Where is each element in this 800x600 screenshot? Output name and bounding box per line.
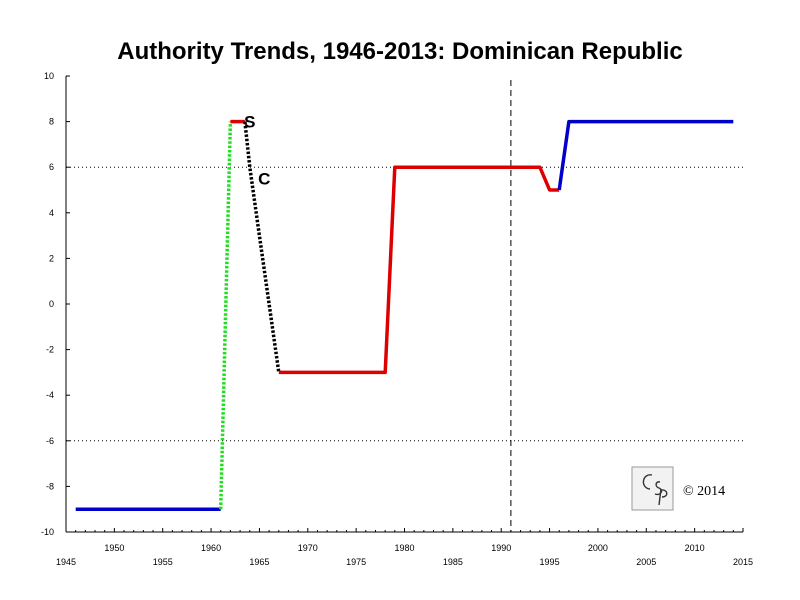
csp-logo-icon	[642, 474, 668, 506]
y-tick-label: 0	[49, 299, 54, 309]
plot-area	[65, 76, 743, 533]
x-tick-label: 2015	[733, 557, 753, 567]
y-tick-label: 6	[49, 162, 54, 172]
series-line-1	[218, 121, 233, 510]
data-series	[75, 119, 734, 511]
reference-lines	[66, 80, 743, 532]
y-tick-label: 8	[49, 117, 54, 127]
chart-title: Authority Trends, 1946-2013: Dominican R…	[117, 38, 682, 65]
x-tick-label: 1975	[346, 557, 366, 567]
annotations: SC	[244, 113, 270, 189]
series-line-4	[278, 165, 560, 375]
y-tick-label: -10	[41, 527, 54, 537]
x-axis: 1945 1950 1955 1960 1965 1970 1975 1980 1985 1990…	[56, 528, 753, 567]
x-tick-label: 1985	[443, 557, 463, 567]
y-tick-label: -6	[46, 436, 54, 446]
x-tick-label: 2010	[685, 543, 705, 553]
series-line-5	[557, 119, 734, 191]
csp-logo-box	[631, 466, 674, 511]
x-tick-label: 1960	[201, 543, 221, 553]
y-tick-label: 2	[49, 253, 54, 263]
y-tick-label: 4	[49, 208, 54, 218]
csp-badge: © 2014	[631, 466, 725, 511]
annotation-c: C	[258, 170, 270, 189]
y-tick-label: 10	[44, 71, 54, 81]
y-tick-label: -2	[46, 345, 54, 355]
x-tick-label: 1990	[491, 543, 511, 553]
y-tick-label: -8	[46, 481, 54, 491]
x-tick-label: 1955	[153, 557, 173, 567]
x-tick-label: 1970	[298, 543, 318, 553]
x-tick-label: 1950	[104, 543, 124, 553]
x-tick-label: 2000	[588, 543, 608, 553]
y-tick-label: -4	[46, 390, 54, 400]
x-tick-label: 1980	[394, 543, 414, 553]
x-tick-label: 1995	[540, 557, 560, 567]
x-tick-label: 2005	[636, 557, 656, 567]
x-tick-label: 1945	[56, 557, 76, 567]
series-line-3	[243, 121, 281, 373]
annotation-s: S	[244, 113, 255, 132]
x-tick-label: 1965	[249, 557, 269, 567]
copyright-text: © 2014	[683, 484, 725, 499]
y-axis: -10 -8 -6 -4 -2 0 2 4 6 8 10	[41, 71, 70, 537]
